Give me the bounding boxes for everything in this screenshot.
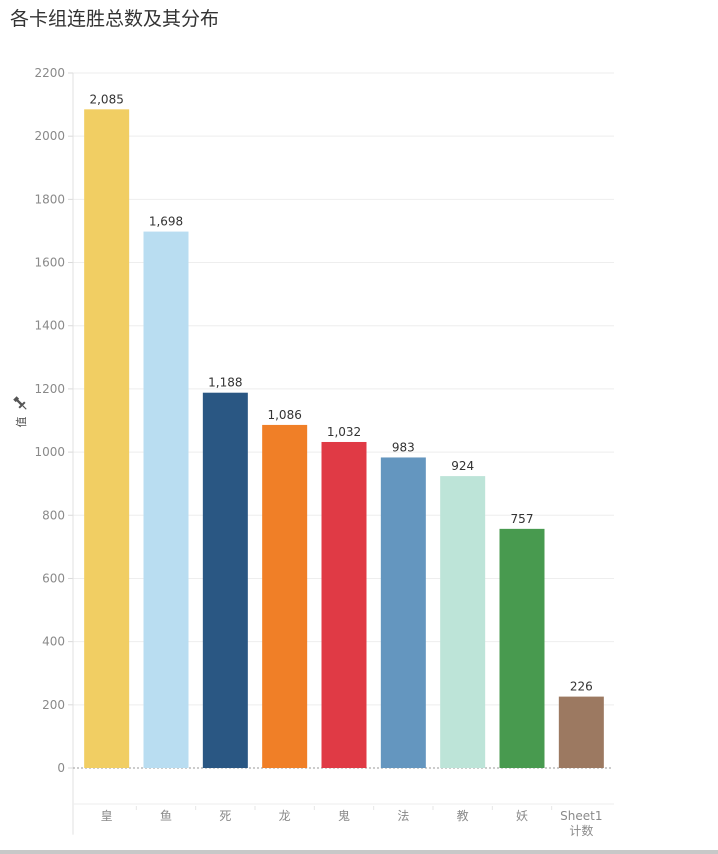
x-category-label: 妖 [516,809,528,823]
y-tick-label: 1200 [34,382,65,396]
x-category-label: 鬼 [338,808,350,823]
data-label: 1,698 [149,215,183,229]
x-axis-categories: 皇 鱼 死 龙 鬼 法 教 妖 Sheet1 计数 [101,806,602,838]
bar[interactable] [262,424,308,768]
x-category-label: 龙 [279,809,291,823]
window-bottom-border [0,850,718,854]
y-axis-title-group: 值 [12,395,29,428]
y-tick-label: 400 [42,635,65,649]
bar[interactable] [558,696,604,768]
x-category-label: 鱼 [160,809,172,823]
pin-icon[interactable] [12,395,29,412]
x-category-label: Sheet1 计数 [560,809,602,838]
y-tick-label: 0 [57,761,65,775]
bar[interactable] [84,109,130,769]
data-labels: 2,085 1,698 1,188 1,086 1,032 983 924 757 226 [89,92,592,693]
x-category-label: 皇 [101,809,113,823]
y-tick-label: 1600 [34,256,65,270]
y-tick-label: 1400 [34,319,65,333]
y-tick-label: 800 [42,508,65,522]
data-label: 1,032 [327,425,361,439]
x-category-label: 教 [457,808,469,823]
data-label: 983 [392,440,415,454]
y-tick-label: 1800 [34,192,65,206]
y-axis-title: 值 [15,417,28,428]
data-label: 2,085 [89,92,123,106]
y-tick-label: 200 [42,698,65,712]
bar[interactable] [440,476,486,768]
data-label: 924 [451,459,474,473]
data-label: 1,086 [267,408,301,422]
bar[interactable] [143,231,189,768]
bars [84,109,604,769]
y-tick-label: 2000 [34,129,65,143]
data-label: 1,188 [208,376,242,390]
bar[interactable] [499,528,545,768]
bar[interactable] [202,392,248,768]
x-category-label: 死 [219,809,231,823]
bar[interactable] [380,457,426,768]
y-tick-label: 1000 [34,445,65,459]
y-tick-label: 2200 [34,66,65,80]
chart-title: 各卡组连胜总数及其分布 [10,8,220,30]
data-label: 757 [511,512,534,526]
data-label: 226 [570,680,593,694]
x-category-label: 法 [397,809,409,823]
y-tick-label: 600 [42,571,65,585]
bar[interactable] [321,441,367,768]
